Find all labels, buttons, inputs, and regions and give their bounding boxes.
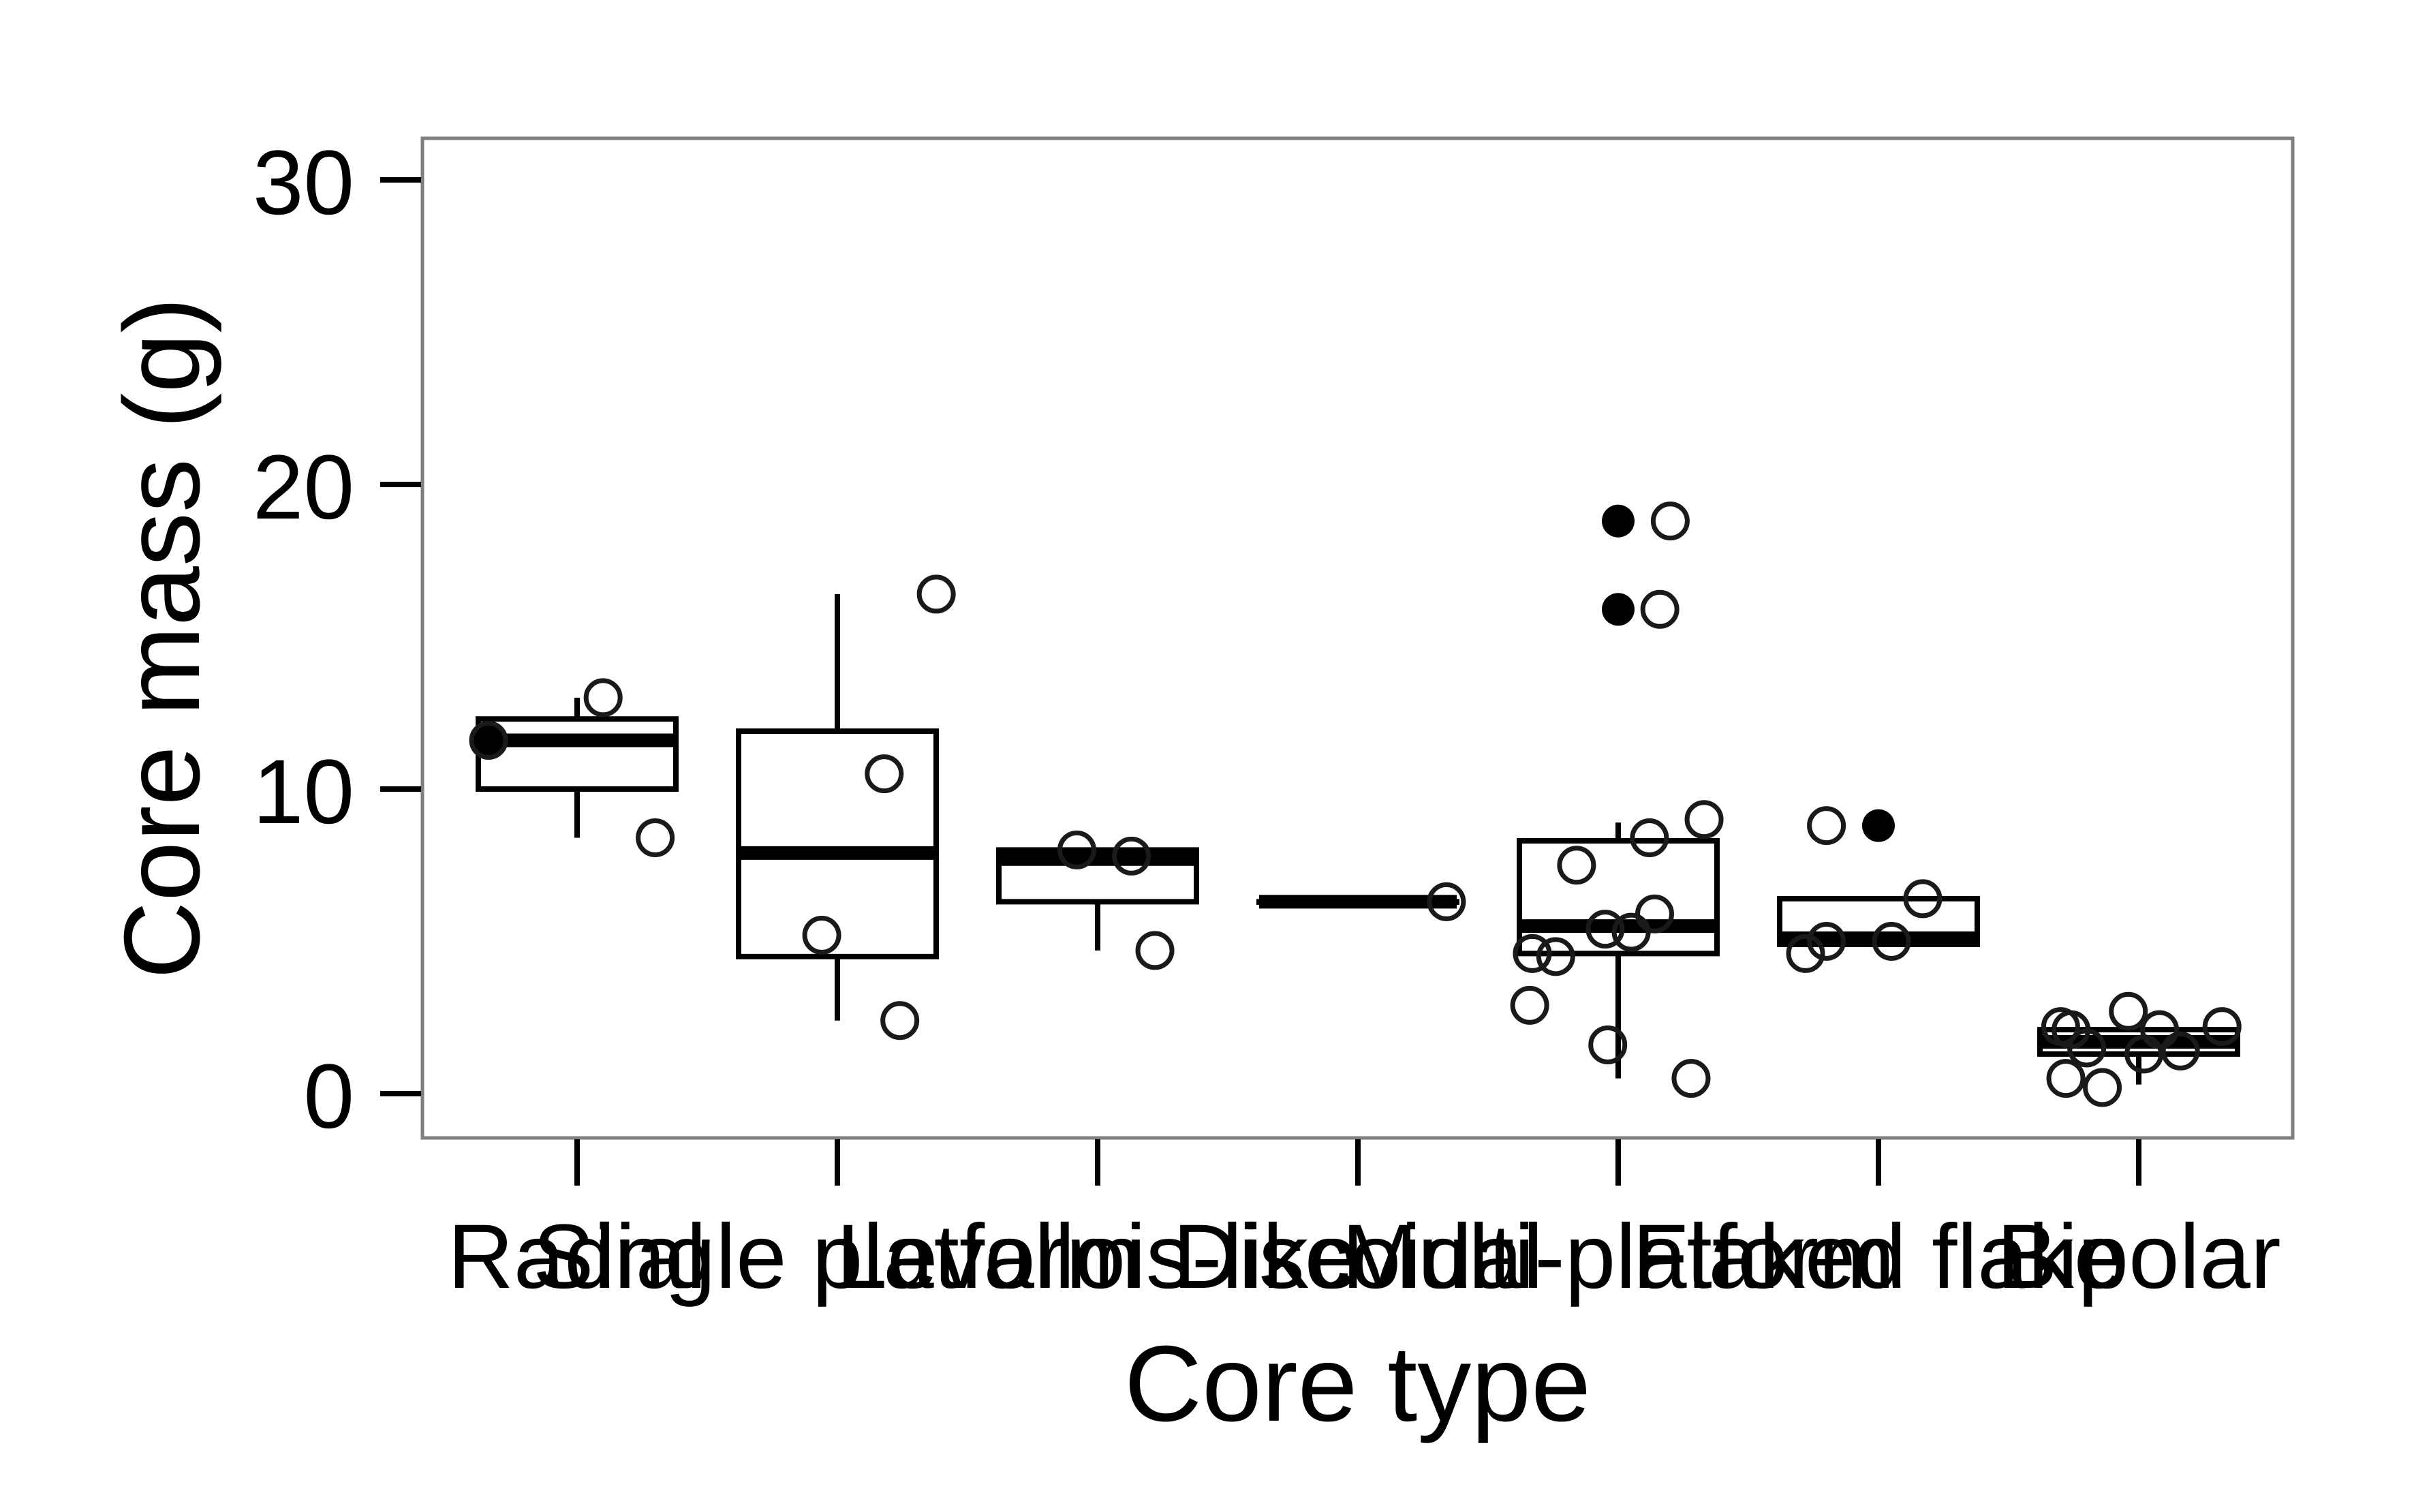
outliers-layer [472,504,1895,842]
data-point-23 [1671,1059,1711,1098]
data-point-22 [1588,1025,1628,1064]
data-point-28 [1872,922,1911,961]
data-point-17 [1585,910,1625,949]
x-tick-label-bipolar: Bipolar [1996,1206,2280,1308]
data-point-32 [2046,1059,2086,1098]
x-tick-label-discoidal: Discoidal [1173,1206,1543,1308]
data-point-3 [916,574,956,614]
box-multi-platform [1517,822,1720,1079]
y-tick-label-0: 0 [303,1046,354,1147]
x-tick-label-levallois-like: Levallois-like [836,1206,1359,1308]
text-layer: Core type Core mass (g) 0 10 20 30 RadialSin… [102,132,2281,1444]
box-discoidal [1256,895,1459,909]
box-single-platform [736,593,939,1021]
data-point-36 [2140,1010,2180,1049]
box-iqr-radial [476,716,679,792]
data-point-18 [1611,912,1651,952]
box-iqr-multi-platform [1517,837,1720,957]
x-tick-label-multi-platform: Multi-platform [1342,1206,1895,1308]
plot-panel-border [420,136,2295,1140]
data-point-15 [1557,846,1596,885]
data-point-26 [1807,922,1846,961]
data-point-13 [1684,800,1724,839]
x-tick-label-single-platform: Single platform [533,1206,1142,1308]
y-tick-label-10: 10 [253,741,354,843]
data-point-1 [583,678,623,718]
data-point-31 [2067,1028,2107,1068]
box-iqr-single-platform [736,728,939,959]
data-point-19 [1513,934,1552,973]
data-point-27 [1786,934,1825,973]
y-axis-title: Core mass (g) [102,297,222,979]
data-point-38 [2202,1007,2242,1047]
outlier-point-2 [1602,593,1635,626]
y-tick-label-20: 20 [253,437,354,538]
outlier-point-3 [1862,809,1895,842]
x-axis-title: Core type [1124,1324,1591,1444]
data-point-20 [1536,937,1575,976]
box-levallois-like [996,847,1199,951]
data-point-12 [1640,589,1680,629]
data-point-24 [1807,806,1846,846]
data-point-5 [802,916,841,955]
x-tick-label-radial: Radial [448,1206,707,1308]
data-point-21 [1510,985,1549,1025]
outlier-point-1 [1602,504,1635,538]
data-point-4 [865,754,904,794]
data-point-0 [469,720,508,760]
axes-layer [380,136,2295,1186]
data-point-25 [1903,879,1943,919]
data-point-7 [1057,830,1096,869]
data-point-14 [1630,818,1669,858]
data-point-10 [1427,882,1466,921]
data-point-37 [2161,1031,2200,1070]
y-tick-label-30: 30 [253,132,354,234]
boxes-layer [476,593,2240,1085]
data-point-8 [1112,836,1151,876]
points-layer [469,502,2242,1107]
x-tick-label-flaked-flake: Flaked flake [1632,1206,2124,1308]
data-point-2 [636,818,675,858]
outlier-point-0 [472,724,506,757]
data-point-6 [880,1001,920,1040]
data-point-11 [1650,502,1690,541]
data-point-33 [2083,1068,2122,1107]
data-point-9 [1135,931,1175,970]
box-radial [476,697,679,838]
data-point-34 [2109,991,2148,1031]
